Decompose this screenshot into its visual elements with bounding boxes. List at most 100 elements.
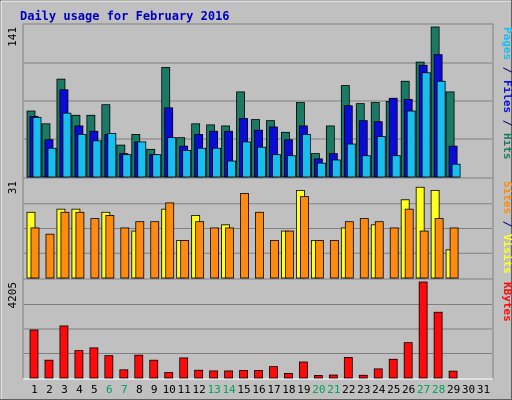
panel-sites-visits: 31 [6,177,494,280]
bar-pages-day-29 [451,163,461,178]
bar-kbytes-day-25 [388,358,398,379]
bar-pages-day-18 [287,155,296,178]
series-labels: Pages / Files / Hits Sites / Visits KBytes [501,27,512,322]
x-tick-label-26: 26 [402,383,415,396]
x-tick-label-15: 15 [237,383,250,396]
bar-sites-day-15 [240,193,249,279]
bar-sites-day-13 [210,227,220,279]
bar-sites-day-23 [359,218,369,279]
y-max-label: 141 [6,27,19,47]
x-tick-label-16: 16 [252,383,265,396]
x-tick-label-31: 31 [477,383,490,396]
bar-sites-day-22 [344,221,354,279]
x-tick-label-21: 21 [327,383,340,396]
x-tick-label-19: 19 [297,383,310,396]
bar-pages-day-14 [227,160,236,178]
bar-sites-day-29 [449,227,459,279]
bar-pages-day-5 [92,140,102,178]
bar-pages-day-23 [361,155,371,178]
panel-kbytes: 4205 [6,278,494,380]
bar-kbytes-day-13 [209,370,219,379]
bar-pages-day-9 [152,154,162,178]
bar-kbytes-day-24 [373,368,383,379]
bar-kbytes-day-12 [194,369,204,379]
bar-kbytes-day-4 [74,350,84,379]
bar-sites-day-19 [300,196,309,279]
bar-pages-day-10 [167,137,177,178]
x-tick-label-5: 5 [91,383,98,396]
bar-sites-day-28 [434,218,444,279]
bar-kbytes-day-18 [284,373,293,379]
bar-sites-day-14 [225,227,234,279]
series-label-panel-2: KBytes [501,282,512,322]
bar-kbytes-day-15 [239,370,248,379]
x-tick-label-1: 1 [31,383,38,396]
bar-pages-day-20 [316,162,326,178]
y-max-label: 4205 [6,282,19,309]
bar-pages-day-4 [77,134,87,178]
bar-pages-day-27 [421,72,431,178]
bar-pages-day-26 [406,110,416,178]
bar-sites-day-25 [389,227,399,279]
bar-pages-day-19 [302,134,311,178]
bar-sites-day-8 [135,221,145,279]
bar-kbytes-day-5 [89,347,99,379]
bar-sites-day-24 [374,221,384,279]
bar-pages-day-22 [346,143,356,178]
bar-sites-day-20 [314,240,324,279]
x-tick-label-4: 4 [76,383,83,396]
x-tick-label-30: 30 [462,383,475,396]
bar-pages-day-2 [47,147,57,178]
x-tick-label-28: 28 [432,383,445,396]
x-tick-label-29: 29 [447,383,460,396]
series-label-part: / [501,214,512,234]
bar-pages-day-1 [32,117,42,178]
bar-sites-day-2 [45,233,55,279]
bar-kbytes-day-20 [313,375,323,379]
bar-pages-day-28 [436,80,446,178]
bar-sites-day-12 [195,221,205,279]
chart-title: Daily usage for February 2016 [20,9,230,23]
bar-sites-day-4 [75,211,85,279]
bar-sites-day-27 [419,230,429,279]
bar-kbytes-day-10 [164,372,174,379]
x-tick-label-14: 14 [222,383,236,396]
bar-kbytes-day-16 [254,370,263,379]
series-label-part: / [501,60,512,80]
bar-sites-day-1 [30,227,40,279]
bar-sites-day-16 [255,211,264,279]
x-tick-label-24: 24 [372,383,386,396]
bar-kbytes-day-22 [343,357,353,379]
bar-sites-day-3 [60,211,70,279]
bar-pages-day-21 [331,159,341,178]
series-label-part: KBytes [501,282,512,322]
bar-kbytes-day-14 [224,370,233,379]
x-tick-label-3: 3 [61,383,68,396]
x-tick-label-7: 7 [121,383,128,396]
x-tick-label-20: 20 [312,383,325,396]
x-tick-label-12: 12 [193,383,206,396]
bar-pages-day-11 [182,150,192,178]
bar-sites-day-9 [150,221,160,279]
bar-pages-day-6 [107,132,117,178]
bar-kbytes-day-23 [358,374,368,379]
bar-pages-day-3 [62,112,72,178]
bar-kbytes-day-8 [134,354,144,379]
x-tick-label-23: 23 [357,383,370,396]
x-tick-label-10: 10 [163,383,176,396]
bar-pages-day-24 [376,136,386,178]
bar-kbytes-day-26 [403,342,413,379]
bar-kbytes-day-21 [328,374,338,379]
x-axis-labels: 1 2 3 4 5 6 7 8 9 10 11 12 13 14 15 16 17 18 19 20 21 22 23 24 2… [31,383,490,396]
bar-kbytes-day-19 [299,361,308,379]
series-label-part: Hits [501,133,512,160]
bar-kbytes-day-11 [179,357,189,379]
x-tick-label-18: 18 [282,383,295,396]
x-tick-label-11: 11 [178,383,191,396]
y-max-label: 31 [6,181,19,194]
bar-kbytes-day-6 [104,355,114,379]
bar-kbytes-day-1 [29,329,39,379]
x-tick-label-27: 27 [417,383,430,396]
bar-kbytes-day-27 [418,281,428,379]
